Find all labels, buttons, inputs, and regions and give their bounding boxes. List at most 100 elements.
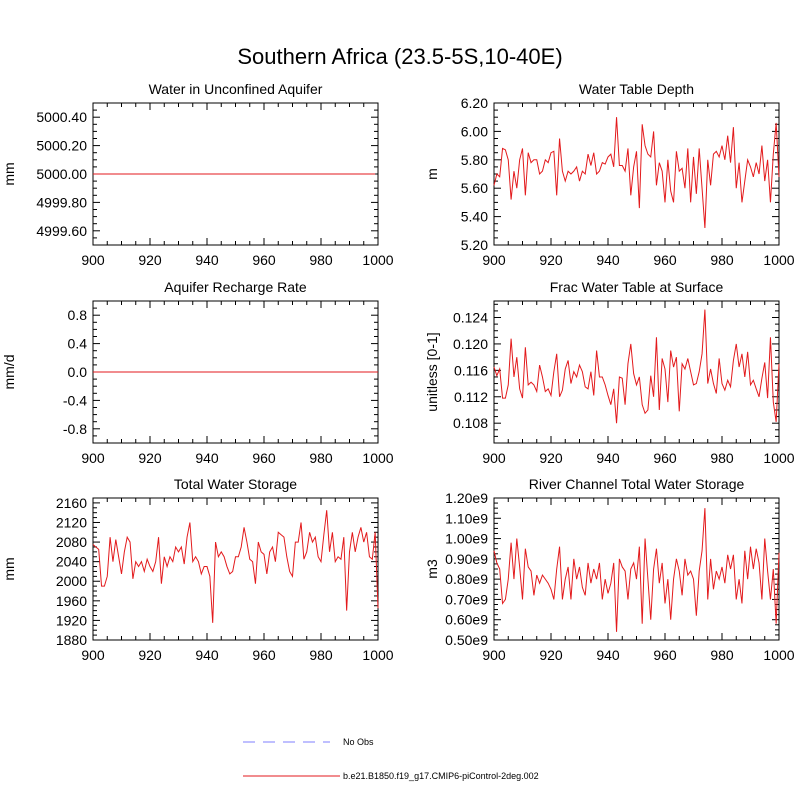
series-line (493, 117, 780, 228)
y-axis-label: m3 (424, 559, 440, 579)
x-tick-label: 1000 (362, 450, 393, 466)
y-axis-label: mm (1, 557, 17, 580)
y-tick-label: 0.90e9 (445, 551, 488, 567)
panels: Water in Unconfined Aquifer 900 920 940 960 9… (1, 81, 795, 663)
figure-title: Southern Africa (23.5-5S,10-40E) (237, 44, 562, 69)
x-tick-label: 900 (81, 450, 105, 466)
y-tick-label: 0.8 (68, 307, 88, 323)
y-tick-label: 0.124 (453, 310, 488, 326)
panel-water-table-depth: Water Table Depth 900 920 940 960 980 1000 5.20… (424, 81, 795, 268)
x-tick-label: 1000 (763, 647, 794, 663)
y-tick-label: 5000.00 (36, 166, 87, 182)
x-tick-label: 980 (710, 252, 734, 268)
y-tick-label: 4999.80 (36, 194, 87, 210)
x-tick-label: 940 (596, 647, 620, 663)
y-tick-label: 0.0 (68, 364, 88, 380)
y-tick-label: 0.120 (453, 336, 488, 352)
panel-title: Water in Unconfined Aquifer (149, 81, 323, 97)
plot-frame (493, 102, 780, 246)
y-axis-label: unitless [0-1] (424, 332, 440, 411)
x-tick-label: 920 (138, 252, 162, 268)
y-tick-label: 5000.40 (36, 109, 87, 125)
y-tick-label: 1.00e9 (445, 531, 488, 547)
series-line (493, 309, 780, 424)
x-tick-label: 900 (482, 450, 506, 466)
panel-river-channel-storage: River Channel Total Water Storage 900 920 9… (424, 476, 795, 663)
x-tick-label: 980 (710, 647, 734, 663)
panel-title: Frac Water Table at Surface (550, 279, 724, 295)
y-tick-label: 5.20 (461, 237, 488, 253)
y-tick-label: -0.8 (63, 421, 87, 437)
x-tick-label: 940 (596, 252, 620, 268)
y-tick-label: 1.20e9 (445, 490, 488, 506)
plot-frame (493, 300, 780, 444)
y-tick-label: 5000.20 (36, 138, 87, 154)
y-tick-label: 0.116 (454, 362, 488, 378)
y-tick-label: 0.112 (454, 389, 488, 405)
plot-frame (92, 497, 379, 641)
x-tick-label: 940 (195, 450, 219, 466)
x-tick-label: 960 (252, 252, 276, 268)
y-tick-label: 2080 (56, 534, 87, 550)
x-tick-label: 980 (309, 647, 333, 663)
y-tick-label: 0.70e9 (445, 591, 488, 607)
y-axis-label: m (424, 168, 440, 180)
x-tick-label: 920 (539, 450, 563, 466)
panel-total-water-storage: Total Water Storage 900 920 940 960 980 1000 18… (1, 476, 394, 663)
x-tick-label: 1000 (362, 647, 393, 663)
x-tick-label: 980 (710, 450, 734, 466)
x-tick-label: 900 (81, 252, 105, 268)
x-tick-label: 940 (596, 450, 620, 466)
panel-recharge-rate: Aquifer Recharge Rate 900 920 940 960 980 1000… (1, 279, 394, 466)
legend-label-no-obs: No Obs (343, 737, 374, 747)
y-tick-label: 0.108 (453, 415, 488, 431)
x-tick-label: 940 (195, 252, 219, 268)
x-tick-label: 920 (138, 647, 162, 663)
y-tick-label: 2120 (56, 514, 87, 530)
y-tick-label: 2000 (56, 573, 87, 589)
y-tick-label: 0.80e9 (445, 571, 488, 587)
x-tick-label: 960 (653, 647, 677, 663)
x-tick-label: 1000 (763, 252, 794, 268)
x-tick-label: 980 (309, 450, 333, 466)
y-tick-label: 0.60e9 (445, 612, 488, 628)
y-tick-label: 5.40 (461, 209, 488, 225)
y-tick-label: 5.60 (461, 180, 488, 196)
y-tick-label: 6.00 (461, 123, 488, 139)
y-tick-label: 5.80 (461, 152, 488, 168)
panel-title: Total Water Storage (174, 476, 297, 492)
y-tick-label: 1920 (56, 612, 87, 628)
x-tick-label: 1000 (362, 252, 393, 268)
y-tick-label: 0.4 (68, 336, 88, 352)
panel-title: Water Table Depth (579, 81, 694, 97)
panel-frac-water-table: Frac Water Table at Surface 900 920 940 960 9… (424, 279, 795, 466)
y-tick-label: -0.4 (63, 392, 87, 408)
x-tick-label: 920 (138, 450, 162, 466)
y-tick-label: 1880 (56, 632, 87, 648)
x-tick-label: 940 (195, 647, 219, 663)
x-tick-label: 920 (539, 252, 563, 268)
series-line (92, 510, 379, 623)
y-tick-label: 2160 (56, 495, 87, 511)
y-axis-label: mm/d (1, 355, 17, 390)
y-tick-label: 0.50e9 (445, 632, 488, 648)
panel-title: River Channel Total Water Storage (529, 476, 745, 492)
series-line (493, 508, 780, 632)
x-tick-label: 900 (81, 647, 105, 663)
y-tick-label: 4999.60 (36, 223, 87, 239)
x-tick-label: 960 (252, 647, 276, 663)
x-tick-label: 960 (252, 450, 276, 466)
y-tick-label: 6.20 (461, 95, 488, 111)
x-tick-label: 960 (653, 450, 677, 466)
x-tick-label: 920 (539, 647, 563, 663)
y-axis-label: mm (1, 162, 17, 185)
plot-frame (493, 497, 780, 641)
x-tick-label: 980 (309, 252, 333, 268)
panel-unconfined-aquifer: Water in Unconfined Aquifer 900 920 940 960 9… (1, 81, 394, 268)
y-tick-label: 1.10e9 (445, 510, 488, 526)
legend-label-model: b.e21.B1850.f19_g17.CMIP6-piControl-2deg… (343, 771, 539, 781)
x-tick-label: 1000 (763, 450, 794, 466)
y-tick-label: 2040 (56, 554, 87, 570)
x-tick-label: 900 (482, 252, 506, 268)
